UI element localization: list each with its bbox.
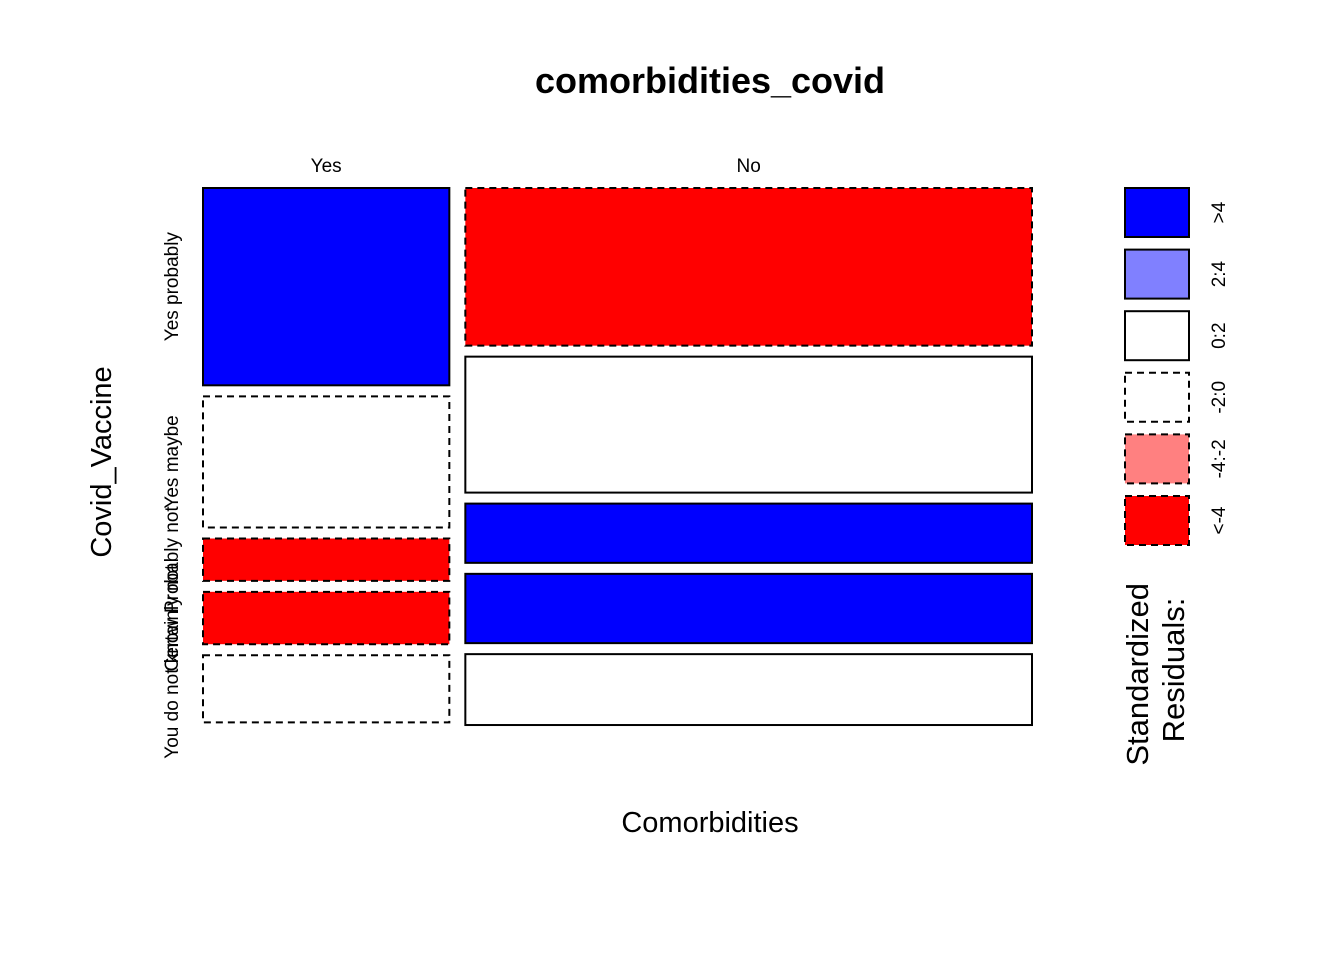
y-category-label-yes-probably: Yes probably xyxy=(162,232,183,342)
x-category-label-no: No xyxy=(737,156,761,177)
y-category-label-probably-not: Probably not xyxy=(162,506,183,613)
x-category-label-yes: Yes xyxy=(311,156,342,177)
mosaic-tiles xyxy=(202,187,1033,727)
tile-yes-yes-maybe xyxy=(202,395,451,529)
legend-label-4: -2:0 xyxy=(1209,381,1230,414)
y-category-label-you-do-not-know: You do not know xyxy=(162,619,183,759)
legend-swatch-3 xyxy=(1124,310,1190,362)
legend-swatch-4 xyxy=(1124,371,1190,423)
tile-yes-certainly-not xyxy=(202,590,451,646)
legend-swatch-2 xyxy=(1124,248,1190,300)
y-category-label-certainly-not: Certainly not xyxy=(162,564,183,671)
tile-no-certainly-not xyxy=(464,572,1033,645)
y-category-label-yes-maybe: Yes maybe xyxy=(162,415,183,508)
tile-yes-yes-probably xyxy=(202,187,451,387)
legend-label-1: >4 xyxy=(1209,201,1230,223)
tile-no-yes-maybe xyxy=(464,355,1033,494)
tile-no-probably-not xyxy=(464,502,1033,564)
legend-label-6: <-4 xyxy=(1209,506,1230,534)
x-axis-title: Comorbidities xyxy=(621,807,798,839)
legend-title-line-2: Residuals: xyxy=(1156,598,1191,743)
tile-no-you-do-not-know xyxy=(464,653,1033,727)
legend-label-2: 2:4 xyxy=(1209,260,1230,287)
legend-title: Standardized Residuals: xyxy=(1120,574,1191,765)
legend-title-line-1: Standardized xyxy=(1120,583,1155,766)
tile-yes-you-do-not-know xyxy=(202,654,451,724)
legend: >4 2:4 0:2 -2:0 -4:-2 <-4 xyxy=(1124,187,1230,546)
y-axis-title: Covid_Vaccine xyxy=(86,366,118,557)
legend-swatch-6 xyxy=(1124,495,1190,546)
tile-no-yes-probably xyxy=(464,187,1033,347)
x-category-labels: Yes No xyxy=(311,156,761,177)
legend-swatch-1 xyxy=(1124,187,1190,238)
legend-label-3: 0:2 xyxy=(1209,322,1230,348)
legend-label-5: -4:-2 xyxy=(1209,439,1230,478)
tile-yes-probably-not xyxy=(202,537,451,582)
legend-swatch-5 xyxy=(1124,433,1190,485)
chart-title: comorbidities_covid xyxy=(535,60,885,101)
